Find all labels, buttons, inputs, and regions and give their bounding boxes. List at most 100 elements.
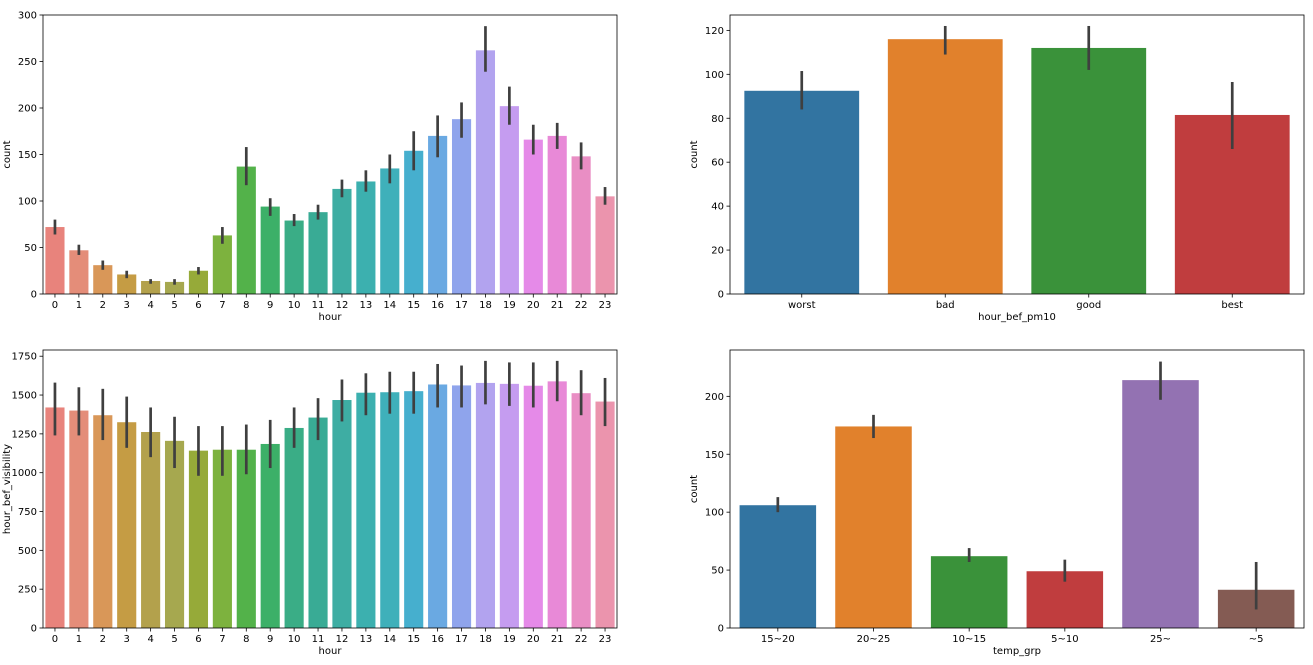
x-tick-label: 5 bbox=[171, 634, 177, 645]
bar-13 bbox=[356, 181, 376, 294]
y-tick-label: 200 bbox=[705, 392, 724, 403]
bar-11 bbox=[308, 212, 328, 294]
bar-bad bbox=[887, 39, 1003, 294]
bar-10~15 bbox=[930, 556, 1008, 628]
bar-3 bbox=[117, 422, 137, 628]
x-tick-label: 1 bbox=[76, 300, 82, 311]
x-tick-label: 2 bbox=[100, 634, 106, 645]
x-tick-label: 4 bbox=[147, 300, 153, 311]
x-tick-label: 15~20 bbox=[761, 634, 795, 645]
bar-0 bbox=[45, 407, 65, 628]
y-axis-label: count bbox=[689, 475, 700, 503]
bar-22 bbox=[571, 393, 591, 628]
bar-16 bbox=[428, 384, 448, 628]
y-tick-label: 50 bbox=[24, 243, 37, 254]
x-tick-label: 1 bbox=[76, 634, 82, 645]
bar-worst bbox=[744, 90, 860, 294]
x-tick-label: 21 bbox=[551, 300, 564, 311]
x-tick-label: 23 bbox=[599, 300, 612, 311]
x-tick-label: 12 bbox=[336, 634, 349, 645]
chart-4: 0 50 100 150 200 15~20 20~25 10~15 5~10 25~ ~5 temp… bbox=[689, 349, 1305, 657]
x-tick-label: worst bbox=[788, 300, 816, 311]
bar-19 bbox=[499, 106, 519, 294]
x-tick-label: 5~10 bbox=[1051, 634, 1078, 645]
x-tick-label: 21 bbox=[551, 634, 564, 645]
bar-23 bbox=[595, 196, 615, 294]
bar-8 bbox=[236, 166, 256, 294]
y-tick-label: 150 bbox=[18, 150, 37, 161]
y-tick-label: 80 bbox=[711, 114, 724, 125]
plot-frame bbox=[42, 349, 618, 629]
y-axis-label: count bbox=[689, 140, 700, 168]
bar-19 bbox=[499, 383, 519, 628]
bar-20 bbox=[523, 139, 543, 294]
x-tick-label: 18 bbox=[479, 300, 492, 311]
bar-7 bbox=[212, 235, 232, 294]
y-tick-label: 120 bbox=[705, 26, 724, 37]
y-tick-label: 20 bbox=[711, 246, 724, 257]
x-tick-label: 0 bbox=[52, 300, 58, 311]
bar-8 bbox=[236, 449, 256, 628]
y-tick-label: 1500 bbox=[12, 391, 37, 402]
bar-5 bbox=[164, 440, 185, 628]
y-tick-label: 250 bbox=[18, 57, 37, 68]
bar-25~ bbox=[1122, 380, 1199, 628]
x-tick-label: ~5 bbox=[1249, 634, 1264, 645]
x-tick-label: 14 bbox=[383, 634, 396, 645]
x-tick-label: 9 bbox=[267, 634, 273, 645]
x-tick-label: 20~25 bbox=[857, 634, 891, 645]
x-tick-label: 22 bbox=[575, 300, 588, 311]
x-tick-label: 7 bbox=[219, 634, 225, 645]
x-tick-label: 16 bbox=[431, 300, 444, 311]
bar-1 bbox=[69, 410, 89, 628]
bar-22 bbox=[571, 156, 591, 294]
bar-13 bbox=[356, 392, 376, 628]
y-tick-label: 40 bbox=[711, 202, 724, 213]
x-axis-label: temp_grp bbox=[993, 646, 1041, 657]
bar-14 bbox=[380, 168, 400, 294]
x-tick-label: 10 bbox=[288, 300, 301, 311]
x-tick-label: 11 bbox=[312, 634, 325, 645]
x-tick-label: 8 bbox=[243, 634, 249, 645]
x-tick-label: 15 bbox=[407, 300, 420, 311]
y-tick-label: 1750 bbox=[12, 352, 37, 363]
y-tick-label: 300 bbox=[18, 11, 37, 22]
bar-6 bbox=[188, 450, 209, 628]
x-tick-label: 13 bbox=[360, 300, 373, 311]
x-tick-label: 11 bbox=[312, 300, 325, 311]
bar-18 bbox=[475, 50, 496, 295]
x-tick-label: 3 bbox=[124, 300, 130, 311]
bar-18 bbox=[475, 382, 496, 628]
bar-10 bbox=[284, 427, 304, 628]
bar-10 bbox=[284, 220, 304, 294]
chart-2: 0 20 40 60 80 100 120 worst bad good best hour_bef_… bbox=[689, 14, 1305, 323]
x-tick-label: 17 bbox=[455, 300, 468, 311]
bar-0 bbox=[45, 227, 65, 294]
bar-3 bbox=[117, 274, 137, 294]
bar-16 bbox=[428, 135, 448, 294]
bar-20 bbox=[523, 385, 543, 628]
bar-7 bbox=[212, 449, 232, 628]
bar-2 bbox=[93, 265, 113, 294]
x-tick-label: good bbox=[1076, 300, 1101, 311]
bar-23 bbox=[595, 401, 615, 628]
x-tick-label: bad bbox=[936, 300, 955, 311]
bar-15 bbox=[404, 391, 424, 628]
x-axis-label: hour bbox=[319, 646, 343, 657]
x-tick-label: 19 bbox=[503, 300, 516, 311]
bar-5 bbox=[164, 281, 185, 294]
x-tick-label: 6 bbox=[195, 300, 201, 311]
y-tick-label: 250 bbox=[18, 585, 37, 596]
y-tick-label: 0 bbox=[718, 624, 724, 635]
x-tick-label: 4 bbox=[147, 634, 153, 645]
bar-17 bbox=[451, 119, 472, 294]
bar-4 bbox=[141, 280, 161, 294]
x-tick-label: 10~15 bbox=[952, 634, 986, 645]
plot-frame bbox=[729, 14, 1305, 295]
bar-6 bbox=[188, 270, 209, 294]
x-tick-label: 12 bbox=[336, 300, 349, 311]
y-tick-label: 0 bbox=[31, 624, 37, 635]
y-tick-label: 50 bbox=[711, 566, 724, 577]
x-tick-label: 20 bbox=[527, 300, 540, 311]
